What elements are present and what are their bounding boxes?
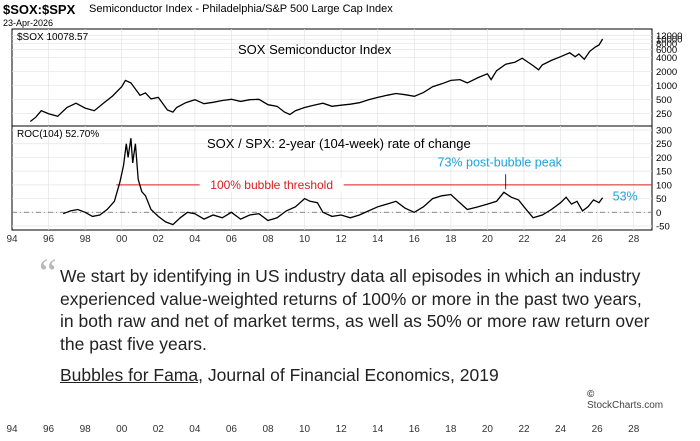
symbol-title: $SOX:$SPX (3, 2, 76, 17)
sox-y-tick-label: 250 (656, 109, 672, 120)
bubble-threshold-label: 100% bubble threshold (210, 178, 333, 192)
roc-y-tick-label: 50 (656, 194, 667, 205)
current-roc-label: 53% (613, 190, 638, 204)
x-tick-label: 04 (189, 424, 201, 435)
sox-y-tick-label: 8000 (656, 39, 677, 50)
x-tick-label: 28 (628, 424, 640, 435)
x-tick-label: 20 (482, 234, 494, 245)
x-tick-label: 96 (43, 424, 55, 435)
watermark-text: StockCharts.com (587, 400, 664, 411)
x-axis-bottom: 94 96 98 00 02 04 06 08 10 12 14 16 18 20 22 24 26 28 (6, 424, 639, 435)
roc-legend: ROC(104) 52.70% (17, 129, 99, 140)
quote-mark-icon: “ (39, 250, 57, 295)
x-tick-label: 96 (43, 234, 55, 245)
quote-text: We start by identifying in US industry d… (60, 266, 650, 354)
sox-y-tick-label: 500 (656, 95, 672, 106)
citation-title[interactable]: Bubbles for Fama (60, 365, 199, 385)
threshold-label-background (199, 177, 344, 192)
x-tick-label: 12 (336, 424, 348, 435)
roc-y-tick-label: 200 (656, 153, 672, 164)
stockcharts-watermark: © StockCharts.com (587, 389, 663, 411)
post-bubble-peak-label: 73% post-bubble peak (438, 155, 563, 169)
sox-legend: $SOX 10078.57 (17, 32, 89, 43)
panel-roc-y-axis: -50 0 50 100 150 200 250 300 (656, 126, 672, 233)
roc-y-tick-label: 0 (656, 208, 661, 219)
x-tick-label: 22 (518, 424, 530, 435)
x-tick-label: 26 (592, 424, 604, 435)
x-tick-label: 22 (518, 234, 530, 245)
roc-panel-title: SOX / SPX: 2-year (104-week) rate of cha… (207, 136, 471, 151)
x-tick-label: 26 (592, 234, 604, 245)
roc-y-tick-label: 300 (656, 126, 672, 137)
sox-y-tick-label: 2000 (656, 67, 677, 78)
panel-sox-grid (12, 29, 652, 126)
x-tick-label: 02 (153, 424, 165, 435)
citation: Bubbles for Fama, Journal of Financial E… (60, 365, 499, 386)
sox-panel-title: SOX Semiconductor Index (238, 42, 392, 57)
x-tick-label: 20 (482, 424, 494, 435)
panel-sox-frame (11, 28, 653, 127)
x-tick-label: 06 (226, 234, 238, 245)
citation-source: , Journal of Financial Economics, 2019 (198, 365, 499, 385)
chart-date: 23-Apr-2026 (3, 18, 54, 28)
symbol-description: Semiconductor Index - Philadelphia/S&P 5… (89, 3, 393, 15)
x-tick-label: 08 (262, 234, 274, 245)
x-tick-label: 14 (372, 424, 384, 435)
x-tick-label: 18 (445, 424, 457, 435)
x-tick-label: 24 (555, 234, 567, 245)
sox-y-tick-label: 6000 (656, 45, 677, 56)
sox-y-tick-label: 12000 (656, 31, 682, 42)
x-tick-label: 08 (262, 424, 274, 435)
sox-y-tick-label: 4000 (656, 53, 677, 64)
x-tick-label: 00 (116, 424, 128, 435)
x-tick-label: 16 (409, 424, 421, 435)
copyright-icon: © (587, 389, 595, 400)
x-tick-label: 94 (6, 424, 18, 435)
sox-price-line (29, 38, 604, 123)
roc-y-tick-label: -50 (656, 222, 670, 233)
x-tick-label: 10 (299, 424, 311, 435)
x-tick-label: 16 (409, 234, 421, 245)
x-tick-label: 24 (555, 424, 567, 435)
x-tick-label: 12 (336, 234, 348, 245)
chart-header: $SOX:$SPX Semiconductor Index - Philadel… (3, 2, 693, 28)
x-tick-label: 02 (153, 234, 165, 245)
x-tick-label: 06 (226, 424, 238, 435)
roc-y-tick-label: 250 (656, 139, 672, 150)
x-tick-label: 10 (299, 234, 311, 245)
x-tick-label: 18 (445, 234, 457, 245)
x-tick-label: 94 (6, 234, 18, 245)
panel-roc: -50 0 50 100 150 200 250 300 100% bubble thresh… (11, 125, 672, 233)
x-tick-label: 14 (372, 234, 384, 245)
x-tick-label: 98 (80, 424, 92, 435)
x-axis-top: 94 96 98 00 02 04 06 08 10 12 14 16 18 20 22 24 26 28 (6, 234, 639, 245)
quote-block: “ We start by identifying in US industry… (39, 250, 663, 412)
sox-y-tick-label: 1000 (656, 81, 677, 92)
x-tick-label: 04 (189, 234, 201, 245)
x-tick-label: 28 (628, 234, 640, 245)
x-tick-label: 00 (116, 234, 128, 245)
roc-y-tick-label: 150 (656, 167, 672, 178)
x-tick-label: 98 (80, 234, 92, 245)
roc-y-tick-label: 100 (656, 180, 672, 191)
roc-line (62, 138, 604, 226)
sox-y-tick-label: 10000 (656, 35, 682, 46)
